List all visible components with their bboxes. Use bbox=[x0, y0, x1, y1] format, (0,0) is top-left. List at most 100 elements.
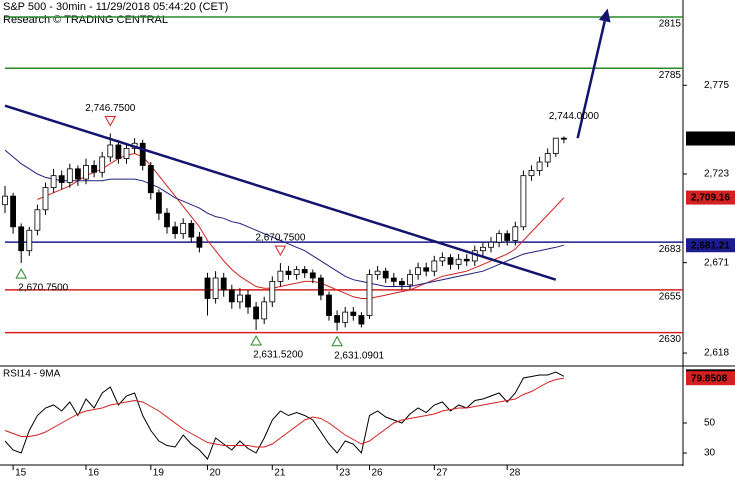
candle-body bbox=[293, 269, 300, 275]
candle-body bbox=[326, 294, 332, 316]
candle-body bbox=[447, 257, 454, 265]
candle-body bbox=[180, 223, 187, 235]
candle-body bbox=[34, 209, 41, 231]
annotation-label: 2,744.0000 bbox=[549, 111, 599, 122]
candle-body bbox=[366, 274, 373, 316]
candle-body bbox=[261, 301, 268, 320]
candle-body bbox=[407, 274, 413, 286]
signal-marker bbox=[15, 268, 28, 279]
candle-body bbox=[204, 277, 211, 299]
chart-subtitle: Research © TRADING CENTRAL bbox=[3, 14, 168, 26]
y-tick-label: 2,723 bbox=[704, 169, 729, 180]
candle-body bbox=[91, 165, 97, 173]
trendline bbox=[4, 104, 557, 281]
price-tag bbox=[686, 190, 735, 205]
candle-body bbox=[463, 258, 470, 262]
annotation-label: 2,631.0901 bbox=[334, 350, 384, 361]
candle-body bbox=[455, 258, 462, 265]
candle-body bbox=[423, 267, 430, 272]
candle-body bbox=[245, 294, 251, 308]
price-tag-label: 79.8508 bbox=[691, 373, 728, 384]
candle-body bbox=[309, 272, 316, 279]
x-tick-label: 16 bbox=[88, 468, 100, 479]
candle-body bbox=[358, 315, 365, 325]
price-tag bbox=[686, 131, 735, 146]
candle-body bbox=[139, 142, 146, 166]
candle-body bbox=[147, 165, 154, 194]
candle-body bbox=[536, 161, 543, 171]
candle-body bbox=[342, 311, 349, 323]
candle-body bbox=[66, 168, 73, 183]
x-tick-label: 19 bbox=[153, 468, 165, 479]
price-tag-label: 2,743.79 bbox=[691, 134, 730, 145]
candle-body bbox=[390, 277, 397, 282]
candle-body bbox=[301, 269, 308, 274]
candle-body bbox=[269, 281, 276, 303]
price-tag-label: 2,681.21 bbox=[691, 240, 730, 251]
candle-body bbox=[528, 170, 535, 177]
candle-body bbox=[277, 270, 284, 282]
x-tick-label: 23 bbox=[339, 468, 351, 479]
signal-marker bbox=[104, 115, 117, 127]
candle-body bbox=[236, 294, 243, 303]
candle-body bbox=[544, 153, 551, 163]
candle-body bbox=[18, 226, 25, 252]
candle-body bbox=[50, 175, 57, 189]
candle-body bbox=[75, 168, 81, 180]
level-label: 2630 bbox=[659, 334, 682, 345]
candle-body bbox=[196, 236, 203, 248]
candle-body bbox=[334, 315, 341, 323]
rsi-line bbox=[4, 371, 565, 460]
candle-body bbox=[10, 195, 17, 228]
rsi-tick-label: 50 bbox=[704, 418, 716, 429]
rsi-title: RSI14 - 9MA bbox=[3, 369, 61, 380]
annotation-label: 2,746.7500 bbox=[85, 103, 135, 114]
candle-body bbox=[415, 267, 422, 275]
candle-body bbox=[2, 195, 8, 206]
candle-body bbox=[382, 270, 389, 279]
x-tick-label: 26 bbox=[372, 468, 384, 479]
signal-marker bbox=[274, 245, 287, 257]
signal-marker bbox=[250, 334, 262, 346]
candle-body bbox=[317, 277, 324, 296]
annotation-label: 2,631.5200 bbox=[253, 350, 303, 361]
candle-body bbox=[58, 175, 65, 183]
x-tick-label: 21 bbox=[274, 468, 286, 479]
rsi-line bbox=[4, 377, 564, 448]
rsi-tick-label: 30 bbox=[704, 448, 716, 459]
candle-body bbox=[42, 187, 49, 211]
candle-body bbox=[155, 192, 162, 214]
price-tag-label: 2,709.16 bbox=[691, 193, 730, 204]
annotation-label: 2,670.7500 bbox=[255, 233, 305, 244]
x-tick-label: 15 bbox=[15, 468, 27, 479]
x-tick-label: 28 bbox=[509, 468, 521, 479]
candle-body bbox=[520, 175, 527, 228]
candle-body bbox=[561, 137, 567, 140]
y-tick-label: 2,618 bbox=[704, 348, 729, 359]
moving-average bbox=[4, 149, 565, 287]
candle-body bbox=[212, 277, 219, 299]
y-tick-label: 2,775 bbox=[704, 80, 729, 91]
level-label: 2785 bbox=[659, 70, 682, 81]
candle-body bbox=[99, 156, 106, 173]
candle-body bbox=[220, 277, 227, 291]
candle-body bbox=[350, 311, 357, 316]
signal-marker bbox=[331, 335, 343, 347]
x-tick-label: 27 bbox=[436, 468, 448, 479]
price-tag bbox=[686, 238, 735, 253]
arrow-head bbox=[598, 8, 611, 23]
candle-body bbox=[164, 212, 170, 228]
candle-body bbox=[488, 241, 494, 248]
candle-body bbox=[504, 233, 511, 241]
candle-body bbox=[439, 257, 446, 262]
annotation-label: 2,670.7500 bbox=[18, 283, 68, 294]
candle-body bbox=[115, 144, 122, 160]
candle-body bbox=[398, 281, 405, 286]
level-label: 2683 bbox=[659, 244, 682, 255]
candle-body bbox=[83, 165, 89, 180]
candle-body bbox=[512, 226, 519, 241]
level-label: 2815 bbox=[659, 19, 682, 30]
candle-body bbox=[479, 246, 486, 252]
